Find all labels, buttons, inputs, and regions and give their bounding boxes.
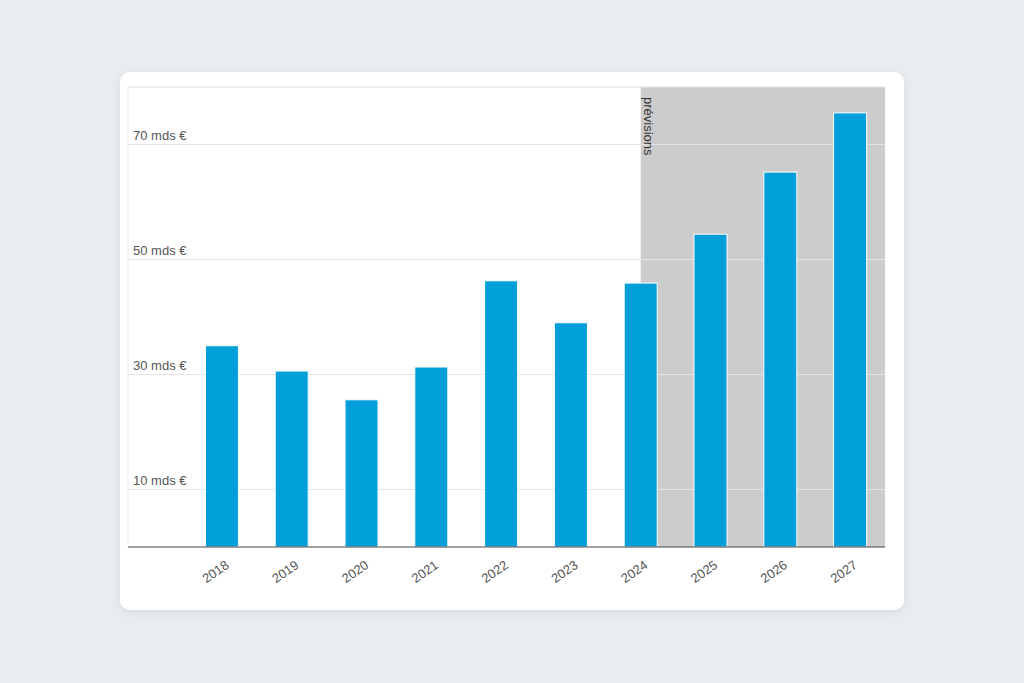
bar bbox=[485, 281, 518, 547]
y-tick-label: 30 mds € bbox=[133, 358, 187, 373]
x-tick-label: 2025 bbox=[688, 557, 720, 586]
chart: 10 mds € 30 mds € 50 mds € 70 mds € 2018 2019… bbox=[0, 0, 1024, 683]
grid-line bbox=[128, 144, 885, 145]
range-top bbox=[128, 87, 885, 88]
x-axis-line bbox=[128, 546, 885, 547]
x-tick-label: 2020 bbox=[339, 557, 371, 586]
bar bbox=[205, 346, 238, 547]
y-tick-label: 10 mds € bbox=[133, 473, 187, 488]
x-tick-label: 2024 bbox=[618, 557, 650, 586]
x-tick-label: 2026 bbox=[758, 557, 790, 586]
bar bbox=[834, 113, 867, 547]
bar bbox=[554, 323, 587, 547]
bar bbox=[415, 367, 448, 547]
x-tick-label: 2018 bbox=[199, 557, 231, 586]
y-tick-label: 70 mds € bbox=[133, 128, 187, 143]
x-tick-label: 2021 bbox=[409, 557, 441, 586]
x-tick-label: 2022 bbox=[479, 557, 511, 586]
x-tick-label: 2027 bbox=[828, 557, 860, 586]
y-axis-line bbox=[128, 87, 129, 547]
annotation: prévisions bbox=[641, 97, 656, 156]
x-tick-label: 2023 bbox=[548, 557, 580, 586]
bar bbox=[624, 283, 657, 547]
y-tick-label: 50 mds € bbox=[133, 243, 187, 258]
bar bbox=[764, 172, 797, 547]
bar bbox=[345, 400, 378, 547]
x-tick-label: 2019 bbox=[269, 557, 301, 586]
bars bbox=[205, 113, 866, 547]
forecast-area bbox=[641, 87, 885, 547]
bar bbox=[275, 371, 308, 547]
bar bbox=[694, 234, 727, 547]
